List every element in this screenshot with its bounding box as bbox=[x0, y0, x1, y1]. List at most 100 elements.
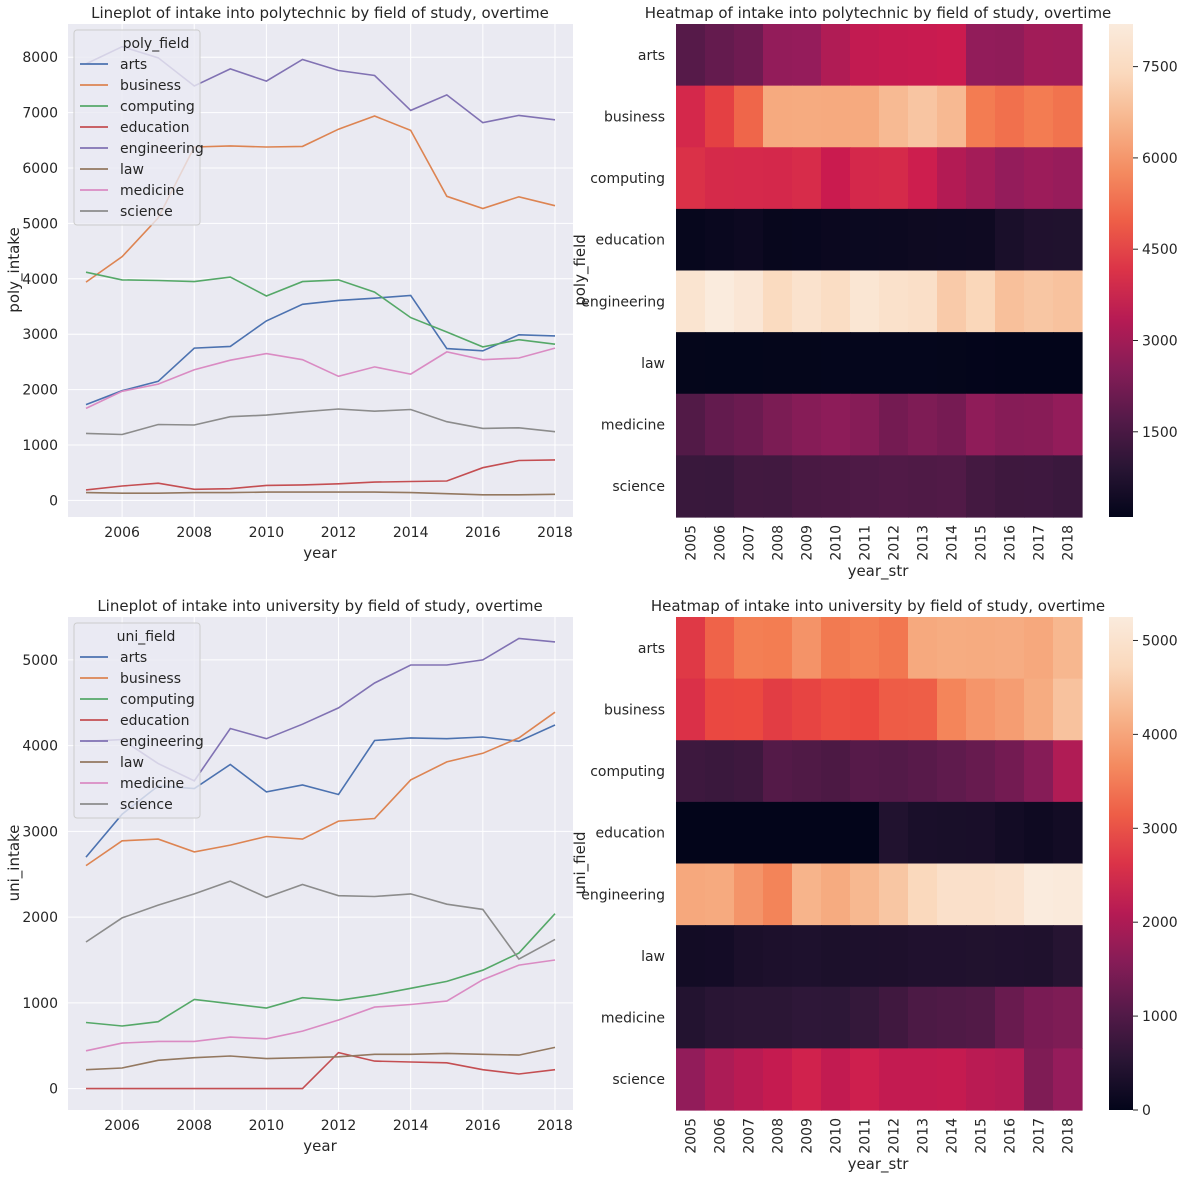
column-label: 2010 bbox=[829, 525, 845, 561]
legend-label: engineering bbox=[120, 734, 204, 750]
y-tick-label: 1000 bbox=[22, 438, 58, 454]
heatmap-cell bbox=[676, 740, 706, 803]
column-label: 2007 bbox=[742, 525, 758, 561]
heatmap-cell bbox=[937, 393, 967, 456]
heatmap-cell bbox=[1053, 332, 1083, 395]
heatmap-cell bbox=[879, 1048, 909, 1111]
heatmap-cell bbox=[792, 617, 822, 680]
x-axis-label: year_str bbox=[848, 562, 910, 581]
legend-label: medicine bbox=[120, 183, 184, 199]
legend: poly_field arts business computing educatio… bbox=[73, 29, 204, 226]
heatmap-cell bbox=[1024, 393, 1054, 456]
y-tick-labels: 0 1000 2000 3000 4000 5000 6000 7000 8000 bbox=[22, 50, 58, 509]
heatmap-cell bbox=[705, 270, 735, 333]
heatmap-cell bbox=[908, 740, 938, 803]
heatmap-cell bbox=[879, 678, 909, 741]
heatmap-cell bbox=[879, 925, 909, 988]
heatmap-cell bbox=[966, 925, 996, 988]
heatmap-cell bbox=[763, 147, 793, 210]
heatmap-cell bbox=[1024, 85, 1054, 148]
colorbar-ticks: 0 1000 2000 3000 4000 5000 bbox=[1133, 633, 1178, 1119]
heatmap-cell bbox=[850, 617, 880, 680]
heatmap-cell bbox=[995, 863, 1025, 926]
heatmap-cell bbox=[966, 986, 996, 1049]
column-label: 2017 bbox=[1032, 1118, 1048, 1154]
row-label: business bbox=[604, 109, 665, 125]
colorbar bbox=[1109, 24, 1133, 517]
legend-label: medicine bbox=[120, 776, 184, 792]
heatmap-cell bbox=[821, 1048, 851, 1111]
heatmap-cell bbox=[1053, 925, 1083, 988]
x-tick-labels: 2006 2008 2010 2012 2014 2016 2018 bbox=[104, 1118, 572, 1134]
legend-label: business bbox=[120, 78, 181, 94]
heatmap-cell bbox=[1024, 24, 1054, 87]
heatmap-cell bbox=[821, 740, 851, 803]
heatmap-cell bbox=[763, 678, 793, 741]
legend-box bbox=[73, 622, 201, 819]
column-label: 2006 bbox=[713, 525, 729, 561]
heatmap-cell bbox=[1024, 455, 1054, 518]
column-label: 2017 bbox=[1032, 525, 1048, 561]
legend-label: law bbox=[120, 162, 144, 178]
uni-heatmap: Heatmap of intake into university by fie… bbox=[571, 597, 1178, 1174]
series-line-medicine bbox=[85, 347, 556, 410]
heatmap-cell bbox=[879, 208, 909, 272]
column-label: 2013 bbox=[916, 525, 932, 561]
heatmap-cell bbox=[792, 24, 822, 87]
x-tick-label: 2006 bbox=[104, 1118, 140, 1134]
heatmap-cell bbox=[908, 147, 938, 210]
x-tick-label: 2016 bbox=[465, 1118, 501, 1134]
poly-lineplot: Lineplot of intake into polytechnic by f… bbox=[5, 4, 573, 562]
heatmap-cell bbox=[676, 617, 706, 680]
heatmap-cell bbox=[908, 925, 938, 988]
heatmap-cell bbox=[850, 24, 880, 87]
y-axis-label: uni_field bbox=[571, 831, 590, 894]
column-label: 2009 bbox=[800, 1118, 816, 1154]
x-axis-label: year bbox=[303, 1137, 337, 1155]
poly-heatmap: Heatmap of intake into polytechnic by fi… bbox=[571, 4, 1178, 581]
heatmap-cell bbox=[995, 24, 1025, 87]
heatmap-cell bbox=[792, 208, 822, 272]
heatmap-cell bbox=[1024, 801, 1054, 865]
heatmap-cell bbox=[995, 85, 1025, 148]
column-label: 2008 bbox=[771, 525, 787, 561]
heatmap-cell bbox=[937, 147, 967, 210]
heatmap-cell bbox=[937, 85, 967, 148]
legend-title: poly_field bbox=[123, 36, 190, 52]
heatmap-cell bbox=[1053, 740, 1083, 803]
heatmap-cell bbox=[850, 332, 880, 395]
y-tick-label: 2000 bbox=[22, 910, 58, 926]
row-label: science bbox=[612, 1072, 665, 1088]
heatmap-cell bbox=[1053, 147, 1083, 210]
heatmap-cell bbox=[763, 617, 793, 680]
y-tick-label: 2000 bbox=[22, 383, 58, 399]
heatmap-cell bbox=[821, 925, 851, 988]
heatmap-cell bbox=[821, 270, 851, 333]
heatmap-cell bbox=[937, 332, 967, 395]
heatmap-cell bbox=[908, 393, 938, 456]
heatmap-cell bbox=[734, 455, 764, 518]
heatmap-cell bbox=[850, 147, 880, 210]
heatmap-cell bbox=[763, 85, 793, 148]
row-label: arts bbox=[638, 641, 665, 657]
colorbar-tick-label: 1500 bbox=[1142, 425, 1178, 441]
heatmap-cell bbox=[676, 801, 706, 865]
heatmap-cell bbox=[705, 678, 735, 741]
heatmap-cells bbox=[676, 24, 1083, 518]
heatmap-cell bbox=[705, 1048, 735, 1111]
heatmap-cell bbox=[792, 1048, 822, 1111]
legend-label: computing bbox=[120, 99, 195, 115]
heatmap-cell bbox=[966, 455, 996, 518]
row-label: engineering bbox=[581, 294, 665, 310]
heatmap-cell bbox=[734, 801, 764, 865]
colorbar-tick-label: 7500 bbox=[1142, 60, 1178, 76]
heatmap-cell bbox=[705, 393, 735, 456]
heatmap-cell bbox=[937, 1048, 967, 1111]
chart-title: Lineplot of intake into polytechnic by f… bbox=[91, 4, 549, 22]
x-axis-label: year bbox=[303, 544, 337, 562]
row-label: engineering bbox=[581, 887, 665, 903]
row-label: business bbox=[604, 702, 665, 718]
heatmap-cell bbox=[792, 332, 822, 395]
heatmap-cell bbox=[734, 863, 764, 926]
chart-title: Heatmap of intake into polytechnic by fi… bbox=[645, 4, 1112, 22]
